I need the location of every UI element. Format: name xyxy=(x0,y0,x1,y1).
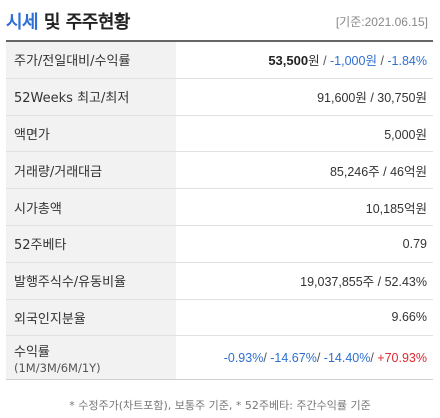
label-text: 거래량/거래대금 xyxy=(14,164,103,180)
separator: / xyxy=(370,350,378,365)
table-row-par-value: 액면가 5,000원 xyxy=(6,115,433,153)
section-title: 시세 및 주주현황 xyxy=(6,8,130,34)
label-text: 주가/전일대비/수익률 xyxy=(14,54,131,70)
row-value: 91,600원 / 30,750원 xyxy=(317,91,427,106)
table-row-foreign-ownership: 외국인지분율 9.66% xyxy=(6,299,433,337)
row-value: 53,500원 / -1,000원 / -1.84% xyxy=(176,50,433,69)
section-header: 시세 및 주주현황 [기준:2021.06.15] xyxy=(0,0,440,42)
table-row-volume: 거래량/거래대금 85,246주 / 46억원 xyxy=(6,152,433,190)
row-value: 19,037,855주 / 52.43% xyxy=(300,275,427,290)
row-label: 주가/전일대비/수익률 xyxy=(6,42,176,78)
table-row-beta: 52주베타 0.79 xyxy=(6,225,433,263)
separator: / xyxy=(263,350,271,365)
label-text: 시가총액 xyxy=(14,201,62,217)
price-change: -1,000원 xyxy=(330,54,377,69)
label-text: 액면가 xyxy=(14,127,50,143)
price-value: 53,500 xyxy=(268,53,309,69)
row-label: 52Weeks 최고/최저 xyxy=(6,78,176,115)
row-value: 0.79 xyxy=(402,236,427,251)
separator: / xyxy=(316,350,324,365)
separator: / xyxy=(376,54,388,69)
label-text: 52Weeks 최고/최저 xyxy=(14,91,130,107)
row-value: 85,246주 / 46억원 xyxy=(329,164,427,179)
table-row-shares: 발행주식수/유동비율 19,037,855주 / 52.43% xyxy=(6,262,433,300)
table-row-price: 주가/전일대비/수익률 53,500원 / -1,000원 / -1.84% xyxy=(6,42,433,79)
row-label: 거래량/거래대금 xyxy=(6,152,176,189)
row-value: -0.93%/ -14.67%/ -14.40%/ +70.93% xyxy=(176,351,433,365)
table-row-52weeks: 52Weeks 최고/최저 91,600원 / 30,750원 xyxy=(6,78,433,116)
return-6m: -14.40% xyxy=(323,350,371,365)
return-3m: -14.67% xyxy=(270,350,317,365)
label-subtext: (1M/3M/6M/1Y) xyxy=(14,360,101,375)
footnote: * 수정주가(차트포함), 보통주 기준, * 52주베타: 주간수익률 기준 xyxy=(69,399,371,412)
row-value: 10,185억원 xyxy=(365,201,427,216)
table-row-market-cap: 시가총액 10,185억원 xyxy=(6,189,433,226)
return-1y: +70.93% xyxy=(377,350,427,365)
row-value: 5,000원 xyxy=(384,127,427,142)
label-text: 외국인지분율 xyxy=(14,311,86,327)
table-row-returns: 수익률 (1M/3M/6M/1Y) -0.93%/ -14.67%/ -14.4… xyxy=(6,336,433,381)
label-text: 발행주식수/유동비율 xyxy=(14,275,127,291)
row-label: 시가총액 xyxy=(6,189,176,225)
row-value: 9.66% xyxy=(391,310,427,325)
return-1m: -0.93% xyxy=(223,350,264,365)
separator: / xyxy=(319,54,331,69)
price-unit: 원 xyxy=(308,54,320,69)
title-accent: 시세 xyxy=(6,12,39,33)
row-label: 발행주식수/유동비율 xyxy=(6,262,176,299)
row-label: 52주베타 xyxy=(6,225,176,262)
label-text: 수익률 xyxy=(14,344,50,360)
title-rest: 및 주주현황 xyxy=(38,12,131,33)
label-text: 52주베타 xyxy=(14,238,67,254)
price-change-pct: -1.84% xyxy=(387,54,427,69)
base-date: [기준:2021.06.15] xyxy=(335,15,428,29)
row-label: 수익률 (1M/3M/6M/1Y) xyxy=(6,336,176,380)
row-label: 액면가 xyxy=(6,115,176,152)
quote-table: 주가/전일대비/수익률 53,500원 / -1,000원 / -1.84% 5… xyxy=(6,40,433,381)
row-label: 외국인지분율 xyxy=(6,299,176,336)
